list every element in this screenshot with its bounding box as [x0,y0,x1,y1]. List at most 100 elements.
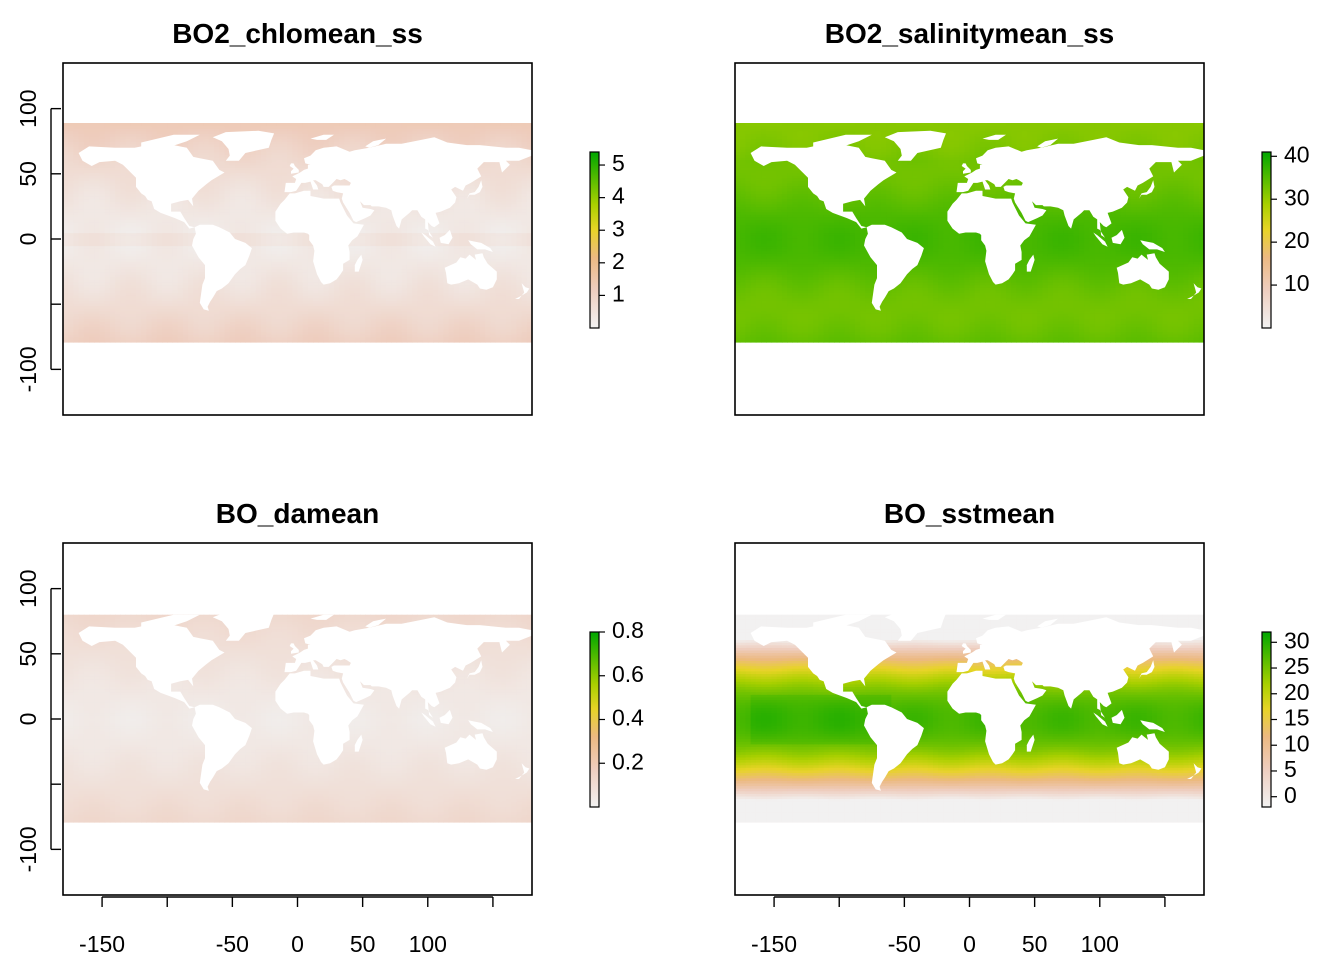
raster-cell [495,258,502,262]
raster-cell [505,331,512,335]
raster-cell [255,321,262,325]
raster-cell [219,295,226,299]
raster-cell [365,253,371,257]
raster-cell [89,276,95,280]
raster-cell [396,237,403,241]
raster-cell [115,269,121,273]
raster-cell [156,227,163,231]
raster-cell [495,211,502,215]
raster-cell [73,229,80,234]
raster-cell [526,269,532,273]
raster-cell [297,248,304,252]
raster-cell [495,276,502,280]
raster-cell [83,271,90,275]
raster-cell [240,289,246,293]
raster-cell [115,224,121,228]
raster-cell [172,331,179,335]
raster-cell [287,323,293,327]
raster-cell [375,209,382,213]
raster-cell [505,240,512,244]
raster-cell [370,269,377,273]
raster-cell [120,336,127,340]
raster-cell [250,279,257,283]
raster-cell [375,211,382,215]
raster-cell [130,240,137,244]
raster-cell [229,287,236,291]
raster-cell [427,237,434,241]
raster-cell [245,237,252,241]
raster-cell [443,295,450,299]
raster-cell [339,331,345,335]
raster-cell [99,279,106,283]
raster-cell [307,318,314,322]
raster-cell [83,297,90,301]
raster-cell [115,305,121,309]
raster-cell [453,206,460,210]
raster-cell [516,203,523,207]
raster-cell [146,269,153,273]
raster-cell [255,196,262,200]
raster-cell [188,255,194,260]
raster-cell [109,222,116,226]
raster-cell [500,274,507,278]
raster-cell [141,321,147,325]
raster-cell [459,229,465,234]
raster-cell [386,242,392,247]
raster-cell [307,284,314,288]
raster-cell [136,216,142,220]
raster-cell [198,336,205,340]
raster-cell [125,209,132,213]
raster-cell [344,339,351,343]
raster-cell [464,235,471,239]
raster-cell [261,224,267,228]
raster-cell [188,211,194,215]
raster-cell [344,261,351,265]
raster-cell [245,308,252,312]
raster-cell [417,326,424,330]
raster-cell [146,216,153,220]
raster-cell [276,242,283,247]
raster-cell [146,258,153,262]
raster-cell [172,274,179,278]
raster-cell [250,235,257,239]
raster-cell [464,336,471,340]
raster-cell [109,201,116,205]
raster-cell [511,219,517,223]
raster-cell [193,276,200,280]
raster-cell [500,334,507,338]
raster-cell [208,216,215,220]
raster-cell [328,315,335,320]
raster-cell [433,276,439,280]
raster-cell [162,245,168,249]
raster-cell [281,232,288,236]
raster-cell [526,245,532,249]
raster-cell [224,211,231,215]
raster-cell [453,292,460,296]
raster-cell [198,216,205,220]
raster-cell [266,240,272,244]
raster-cell [255,263,262,267]
raster-cell [474,240,481,244]
raster-cell [422,300,429,304]
raster-cell [130,245,137,249]
raster-cell [448,336,455,340]
raster-cell [73,331,80,335]
raster-cell [505,206,512,210]
raster-cell [375,331,382,335]
raster-cell [287,279,293,283]
raster-cell [63,245,69,249]
raster-cell [141,271,147,275]
raster-cell [151,310,158,314]
raster-cell [521,279,528,283]
raster-cell [250,255,257,260]
raster-cell [73,222,80,226]
raster-cell [151,321,158,325]
raster-cell [240,274,246,278]
raster-cell [214,300,220,304]
raster-cell [83,282,90,286]
raster-cell [349,287,356,291]
raster-cell [224,295,231,299]
raster-cell [526,326,532,330]
raster-cell [261,245,267,249]
raster-cell [151,222,158,226]
